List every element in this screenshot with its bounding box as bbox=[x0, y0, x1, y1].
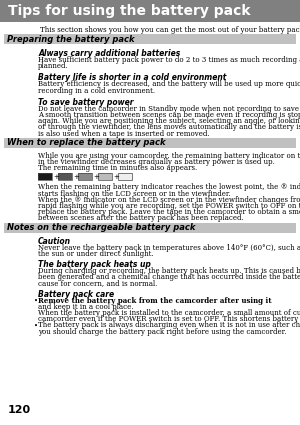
Text: recording in a cold environment.: recording in a cold environment. bbox=[38, 87, 155, 95]
Text: +: + bbox=[93, 174, 99, 180]
Text: When to replace the battery pack: When to replace the battery pack bbox=[7, 138, 166, 147]
Text: When the battery pack is installed to the camcorder, a small amount of current f: When the battery pack is installed to th… bbox=[38, 309, 300, 317]
Text: When the remaining battery indicator reaches the lowest point, the ® indicator a: When the remaining battery indicator rea… bbox=[38, 184, 300, 191]
Text: While you are using your camcorder, the remaining battery indicator on the LCD s: While you are using your camcorder, the … bbox=[38, 152, 300, 160]
Bar bbox=[4, 223, 296, 232]
Bar bbox=[98, 173, 112, 180]
Text: Do not leave the camcorder in Standby mode when not recording to save the batter: Do not leave the camcorder in Standby mo… bbox=[38, 105, 300, 113]
Text: +: + bbox=[113, 174, 119, 180]
Text: Battery efficiency is decreased, and the battery will be used up more quickly, i: Battery efficiency is decreased, and the… bbox=[38, 80, 300, 88]
Text: To save battery power: To save battery power bbox=[38, 98, 134, 107]
Text: •: • bbox=[34, 297, 38, 305]
Text: Tips for using the battery pack: Tips for using the battery pack bbox=[8, 4, 250, 18]
Bar bbox=[0, 0, 300, 22]
Text: planned.: planned. bbox=[38, 62, 69, 70]
Text: The battery pack heats up: The battery pack heats up bbox=[38, 260, 151, 269]
Bar bbox=[58, 173, 72, 180]
Bar bbox=[38, 173, 52, 180]
Text: The remaining time in minutes also appears.: The remaining time in minutes also appea… bbox=[38, 164, 197, 172]
Bar bbox=[78, 173, 92, 180]
Text: This section shows you how you can get the most out of your battery pack.: This section shows you how you can get t… bbox=[40, 26, 300, 34]
Bar bbox=[78, 173, 92, 180]
Text: camcorder even if the POWER switch is set to OFF. This shortens battery life.: camcorder even if the POWER switch is se… bbox=[38, 315, 300, 323]
Text: Caution: Caution bbox=[38, 237, 71, 246]
Bar bbox=[118, 173, 132, 180]
Text: Always carry additional batteries: Always carry additional batteries bbox=[38, 49, 180, 58]
Text: Never leave the battery pack in temperatures above 140°F (60°C), such as in a ca: Never leave the battery pack in temperat… bbox=[38, 244, 300, 252]
Text: rapid flashing while you are recording, set the POWER switch to OFF on the camco: rapid flashing while you are recording, … bbox=[38, 202, 300, 210]
Text: Notes on the rechargeable battery pack: Notes on the rechargeable battery pack bbox=[7, 223, 196, 232]
Text: between scenes after the battery pack has been replaced.: between scenes after the battery pack ha… bbox=[38, 214, 244, 222]
Text: +: + bbox=[73, 174, 79, 180]
Text: Preparing the battery pack: Preparing the battery pack bbox=[7, 34, 135, 43]
Text: When the ® indicator on the LCD screen or in the viewfinder changes from slow fl: When the ® indicator on the LCD screen o… bbox=[38, 196, 300, 204]
Text: or through the viewfinder, the lens moves automatically and the battery is used.: or through the viewfinder, the lens move… bbox=[38, 123, 300, 131]
Text: been generated and a chemical change that has occurred inside the battery pack. : been generated and a chemical change tha… bbox=[38, 273, 300, 281]
Bar bbox=[4, 34, 296, 44]
Text: and keep it in a cool place.: and keep it in a cool place. bbox=[38, 303, 134, 311]
Text: starts flashing on the LCD screen or in the viewfinder.: starts flashing on the LCD screen or in … bbox=[38, 190, 231, 198]
Text: again. While you are positioning the subject, selecting an angle, or looking at : again. While you are positioning the sub… bbox=[38, 117, 300, 125]
Text: Remove the battery pack from the camcorder after using it: Remove the battery pack from the camcord… bbox=[38, 297, 272, 305]
Text: During charging or recording, the battery pack heats up. This is caused by energ: During charging or recording, the batter… bbox=[38, 267, 300, 275]
Text: Battery life is shorter in a cold environment: Battery life is shorter in a cold enviro… bbox=[38, 74, 226, 82]
Text: The battery pack is always discharging even when it is not in use after charging: The battery pack is always discharging e… bbox=[38, 321, 300, 329]
Bar bbox=[4, 138, 296, 148]
Text: Battery pack care: Battery pack care bbox=[38, 289, 114, 299]
Bar bbox=[118, 173, 132, 180]
Text: you should charge the battery pack right before using the camcorder.: you should charge the battery pack right… bbox=[38, 328, 286, 336]
Bar bbox=[98, 173, 112, 180]
Bar bbox=[58, 173, 72, 180]
Text: cause for concern, and is normal.: cause for concern, and is normal. bbox=[38, 279, 158, 287]
Text: +: + bbox=[53, 174, 59, 180]
Bar bbox=[38, 173, 52, 180]
Text: •: • bbox=[34, 321, 38, 329]
Text: Have sufficient battery pack power to do 2 to 3 times as much recording as you h: Have sufficient battery pack power to do… bbox=[38, 56, 300, 64]
Text: in the viewfinder decreases gradually as battery power is used up.: in the viewfinder decreases gradually as… bbox=[38, 158, 275, 166]
Text: A smooth transition between scenes can be made even if recording is stopped and : A smooth transition between scenes can b… bbox=[38, 111, 300, 119]
Text: the sun or under direct sunlight.: the sun or under direct sunlight. bbox=[38, 250, 154, 258]
Text: is also used when a tape is inserted or removed.: is also used when a tape is inserted or … bbox=[38, 130, 210, 138]
Text: replace the battery pack. Leave the tape in the camcorder to obtain a smooth tra: replace the battery pack. Leave the tape… bbox=[38, 208, 300, 216]
Text: 120: 120 bbox=[8, 405, 31, 415]
